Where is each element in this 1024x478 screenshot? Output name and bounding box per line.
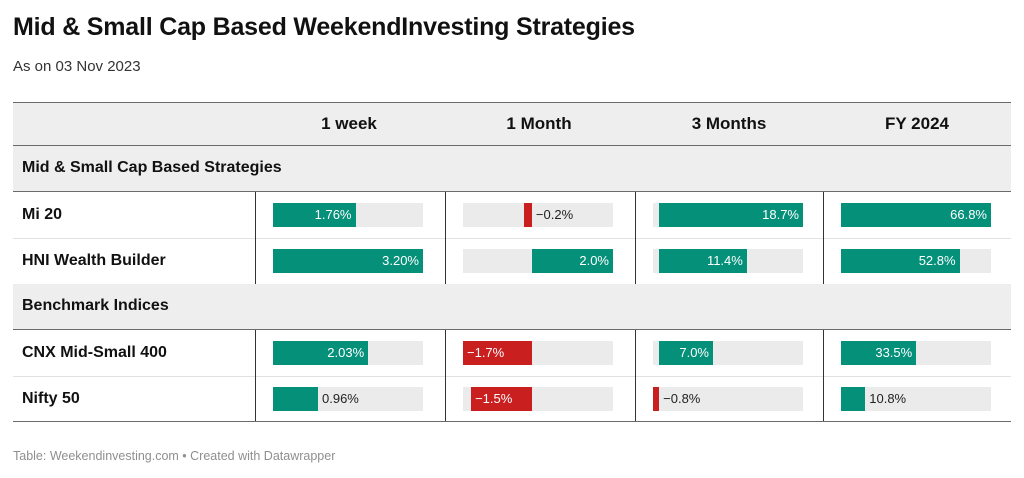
row-divider [13,376,1011,377]
column-divider [255,330,256,422]
bar-track [841,387,991,411]
value-bar [659,341,713,365]
value-label: 0.96% [322,391,359,406]
group-header: Mid & Small Cap Based Strategies [13,146,1011,192]
value-label: 66.8% [950,207,987,222]
value-bar [841,341,917,365]
value-bar [273,387,318,411]
value-bar [463,341,532,365]
value-bar [523,203,532,227]
group-header: Benchmark Indices [13,284,1011,330]
row-divider [13,238,1011,239]
column-header: 1 Month [506,114,572,133]
table-bottom-border [13,421,1011,422]
bar-track [653,387,803,411]
value-bar [659,203,803,227]
performance-table: 1 week 1 Month 3 Months FY 2024 Mid & Small … [13,102,1011,425]
column-divider [635,330,636,422]
chart-subtitle: As on 03 Nov 2023 [13,58,141,75]
value-label: 1.76% [314,207,352,222]
value-label: 11.4% [706,253,743,268]
value-label: −1.7% [467,345,505,360]
chart-notes: Table: Weekendinvesting.com • Created wi… [13,449,336,463]
value-label: 2.0% [579,253,609,268]
group-label: Mid & Small Cap Based Strategies [22,159,282,176]
value-label: 52.8% [918,253,956,268]
value-bar [659,249,747,273]
column-divider [255,192,256,284]
value-bar [841,387,866,411]
column-divider [445,330,446,422]
table-header [13,102,1011,146]
value-bar [273,341,369,365]
value-bar [273,203,356,227]
row-label: Nifty 50 [22,390,80,407]
column-divider [823,330,824,422]
value-bar [273,249,423,273]
row-label: HNI Wealth Builder [22,252,166,269]
value-label: 33.5% [875,345,913,360]
group-label: Benchmark Indices [22,297,169,314]
value-bar [471,387,532,411]
value-bar [841,203,991,227]
row-label: CNX Mid-Small 400 [22,344,167,361]
value-label: −0.2% [535,207,574,222]
value-label: 2.03% [327,345,365,360]
value-label: 18.7% [762,207,799,222]
value-label: −0.8% [663,391,701,406]
column-header: 1 week [321,114,377,133]
value-label: −1.5% [475,391,513,406]
value-bar [653,387,660,411]
bar-track [463,203,613,227]
row-label: Mi 20 [22,206,63,223]
value-bar [841,249,960,273]
value-bar [531,249,613,273]
column-header: 3 Months [691,114,767,133]
column-divider [445,192,446,284]
chart-title: Mid & Small Cap Based WeekendInvesting S… [13,13,635,41]
column-divider [635,192,636,284]
value-label: 3.20% [382,253,419,268]
column-divider [823,192,824,284]
column-header: FY 2024 [885,114,949,133]
value-label: 10.8% [869,391,907,406]
value-label: 7.0% [679,345,709,360]
